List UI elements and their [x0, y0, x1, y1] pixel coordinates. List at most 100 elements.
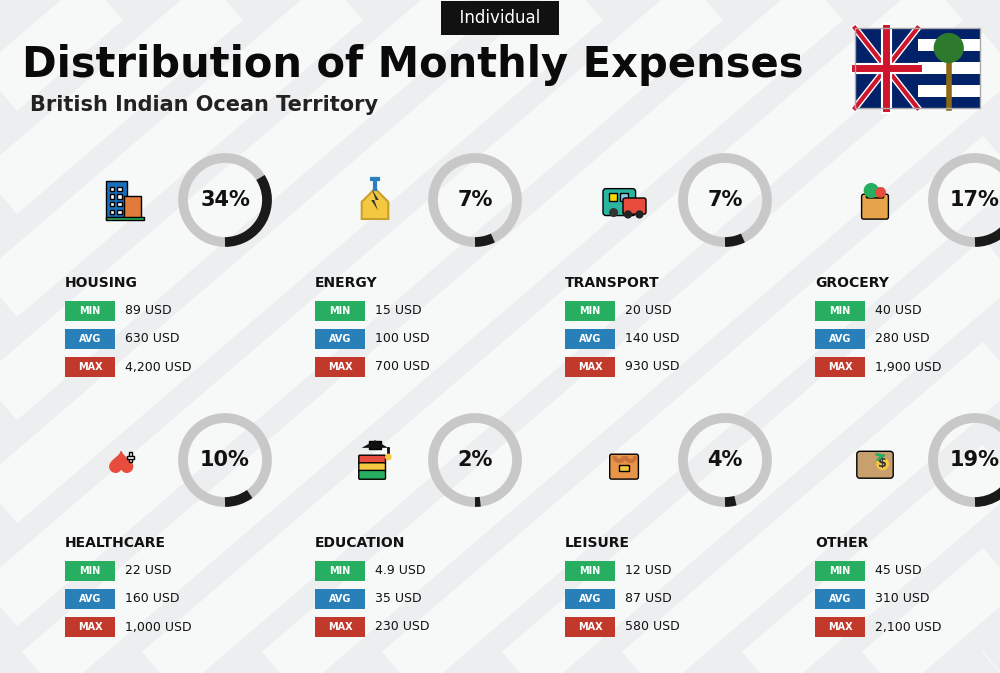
FancyBboxPatch shape	[855, 28, 918, 108]
Text: AVG: AVG	[579, 334, 601, 344]
Text: 700 USD: 700 USD	[375, 361, 430, 374]
FancyBboxPatch shape	[815, 329, 865, 349]
Text: GROCERY: GROCERY	[815, 276, 889, 290]
Text: 630 USD: 630 USD	[125, 332, 180, 345]
FancyBboxPatch shape	[110, 186, 114, 191]
Text: 2,100 USD: 2,100 USD	[875, 621, 942, 633]
Text: MIN: MIN	[329, 566, 351, 576]
Text: 4,200 USD: 4,200 USD	[125, 361, 192, 374]
FancyBboxPatch shape	[65, 589, 115, 609]
Text: 7%: 7%	[457, 190, 493, 210]
Text: MAX: MAX	[828, 362, 852, 372]
FancyBboxPatch shape	[815, 561, 865, 581]
Text: 19%: 19%	[950, 450, 1000, 470]
FancyBboxPatch shape	[359, 463, 386, 472]
Text: 12 USD: 12 USD	[625, 565, 672, 577]
Text: MAX: MAX	[578, 622, 602, 632]
FancyBboxPatch shape	[117, 209, 122, 214]
FancyBboxPatch shape	[117, 194, 122, 199]
Text: AVG: AVG	[829, 594, 851, 604]
Text: 310 USD: 310 USD	[875, 592, 930, 606]
Text: 15 USD: 15 USD	[375, 304, 422, 318]
Text: MAX: MAX	[328, 362, 352, 372]
Text: 4%: 4%	[707, 450, 743, 470]
FancyBboxPatch shape	[117, 202, 122, 207]
FancyBboxPatch shape	[918, 74, 980, 85]
Text: British Indian Ocean Territory: British Indian Ocean Territory	[30, 95, 378, 115]
Text: HOUSING: HOUSING	[65, 276, 138, 290]
FancyBboxPatch shape	[565, 329, 615, 349]
FancyBboxPatch shape	[315, 301, 365, 321]
FancyBboxPatch shape	[65, 301, 115, 321]
Text: ENERGY: ENERGY	[315, 276, 378, 290]
Text: Distribution of Monthly Expenses: Distribution of Monthly Expenses	[22, 44, 804, 86]
Polygon shape	[110, 452, 133, 472]
Polygon shape	[362, 188, 388, 219]
Text: Individual: Individual	[449, 9, 551, 27]
Text: 930 USD: 930 USD	[625, 361, 680, 374]
FancyBboxPatch shape	[127, 456, 134, 459]
Text: MAX: MAX	[578, 362, 602, 372]
Text: MIN: MIN	[79, 566, 101, 576]
Text: AVG: AVG	[329, 594, 351, 604]
FancyBboxPatch shape	[565, 617, 615, 637]
FancyBboxPatch shape	[862, 194, 888, 219]
Text: 34%: 34%	[200, 190, 250, 210]
FancyBboxPatch shape	[619, 464, 629, 471]
Text: 580 USD: 580 USD	[625, 621, 680, 633]
Circle shape	[610, 209, 617, 216]
FancyBboxPatch shape	[815, 589, 865, 609]
FancyBboxPatch shape	[359, 455, 386, 464]
Circle shape	[877, 458, 888, 470]
Circle shape	[625, 211, 631, 218]
Text: 45 USD: 45 USD	[875, 565, 922, 577]
FancyBboxPatch shape	[315, 329, 365, 349]
Text: TRANSPORT: TRANSPORT	[565, 276, 660, 290]
FancyBboxPatch shape	[65, 357, 115, 377]
FancyBboxPatch shape	[815, 301, 865, 321]
FancyBboxPatch shape	[106, 217, 144, 220]
Circle shape	[386, 454, 391, 460]
FancyBboxPatch shape	[65, 329, 115, 349]
Circle shape	[934, 34, 963, 63]
Text: MIN: MIN	[829, 566, 851, 576]
Text: AVG: AVG	[829, 334, 851, 344]
FancyBboxPatch shape	[359, 470, 386, 479]
Text: 35 USD: 35 USD	[375, 592, 422, 606]
Text: 10%: 10%	[200, 450, 250, 470]
FancyBboxPatch shape	[603, 188, 636, 215]
Text: OTHER: OTHER	[815, 536, 868, 550]
FancyBboxPatch shape	[857, 452, 893, 479]
FancyBboxPatch shape	[565, 301, 615, 321]
Text: MAX: MAX	[328, 622, 352, 632]
Text: 20 USD: 20 USD	[625, 304, 672, 318]
Text: MAX: MAX	[78, 362, 102, 372]
Text: 22 USD: 22 USD	[125, 565, 172, 577]
FancyBboxPatch shape	[918, 63, 980, 74]
Circle shape	[864, 184, 878, 197]
FancyBboxPatch shape	[117, 186, 122, 191]
Circle shape	[876, 188, 885, 197]
FancyBboxPatch shape	[609, 193, 617, 201]
FancyBboxPatch shape	[565, 589, 615, 609]
Polygon shape	[371, 189, 379, 211]
FancyBboxPatch shape	[610, 454, 638, 479]
FancyBboxPatch shape	[623, 198, 646, 214]
Text: 230 USD: 230 USD	[375, 621, 430, 633]
FancyBboxPatch shape	[565, 357, 615, 377]
FancyBboxPatch shape	[129, 452, 132, 462]
FancyBboxPatch shape	[918, 96, 980, 108]
FancyBboxPatch shape	[815, 357, 865, 377]
Text: MIN: MIN	[579, 566, 601, 576]
Text: 7%: 7%	[707, 190, 743, 210]
Text: AVG: AVG	[79, 334, 101, 344]
FancyBboxPatch shape	[110, 194, 114, 199]
Text: MIN: MIN	[829, 306, 851, 316]
Text: MAX: MAX	[828, 622, 852, 632]
Text: MIN: MIN	[79, 306, 101, 316]
Text: 17%: 17%	[950, 190, 1000, 210]
Text: 1,900 USD: 1,900 USD	[875, 361, 942, 374]
Text: 1,000 USD: 1,000 USD	[125, 621, 192, 633]
Text: 40 USD: 40 USD	[875, 304, 922, 318]
FancyBboxPatch shape	[110, 209, 114, 214]
